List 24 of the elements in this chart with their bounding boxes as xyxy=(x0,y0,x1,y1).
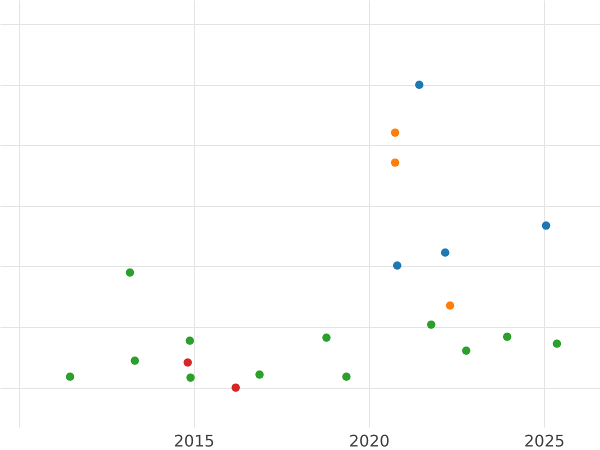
x-tick-label: 2020 xyxy=(348,432,390,450)
point xyxy=(446,301,454,310)
point xyxy=(322,333,331,342)
point xyxy=(390,158,400,167)
point xyxy=(66,372,74,381)
point xyxy=(184,358,192,367)
point xyxy=(255,370,264,379)
point xyxy=(502,332,512,341)
point xyxy=(552,340,562,348)
point xyxy=(232,383,240,392)
point xyxy=(186,336,194,345)
x-tick-label: 2025 xyxy=(524,432,565,450)
point xyxy=(342,372,351,381)
point xyxy=(130,356,140,365)
point xyxy=(441,248,450,257)
point xyxy=(390,128,400,137)
x-tick-label: 2015 xyxy=(174,432,215,450)
point xyxy=(415,80,424,89)
point xyxy=(462,346,470,355)
point xyxy=(393,261,402,270)
point xyxy=(426,320,436,329)
point xyxy=(186,373,195,382)
point xyxy=(126,268,134,277)
point xyxy=(542,221,550,230)
